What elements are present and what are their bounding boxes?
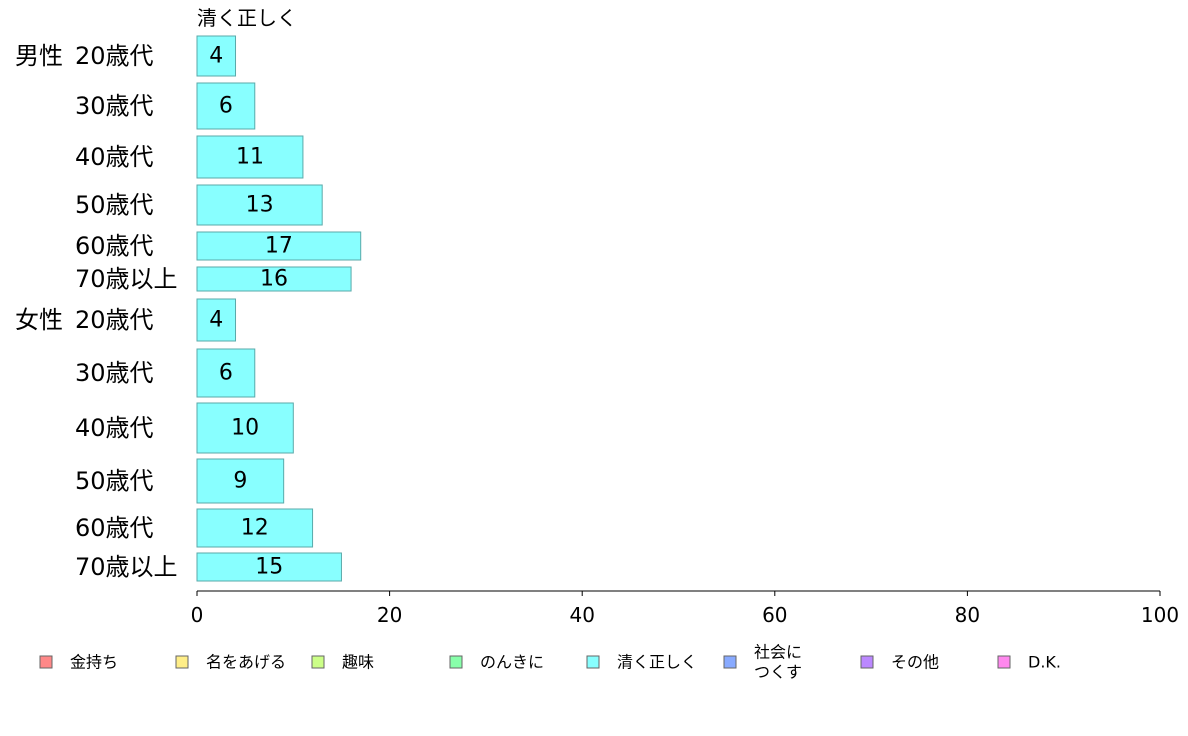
bar-0-5 (196, 266, 352, 292)
category-label: 60歳代 (75, 232, 154, 260)
category-label: 20歳代 (75, 42, 154, 70)
bar-value-label: 6 (219, 361, 233, 386)
category-label: 30歳代 (75, 359, 154, 387)
x-tick-label: 20 (377, 603, 402, 627)
bar-0-0 (196, 35, 237, 77)
bar-value-label: 4 (209, 308, 223, 333)
bar-0-2 (196, 135, 304, 179)
category-label: 40歳代 (75, 414, 154, 442)
bar-value-label: 11 (236, 145, 264, 170)
bar-value-label: 6 (219, 94, 233, 119)
group-label: 男性 (15, 42, 63, 70)
bar-0-1 (196, 82, 256, 130)
category-label: 60歳代 (75, 514, 154, 542)
category-label: 30歳代 (75, 92, 154, 120)
legend-swatch (723, 655, 737, 669)
legend-label: 社会に (754, 643, 802, 662)
category-label: 20歳代 (75, 306, 154, 334)
x-tick-label: 60 (762, 603, 787, 627)
bars-layer: 4 6 11 13 17 16 4 6 10 9 12 15 (196, 35, 362, 582)
category-label: 40歳代 (75, 143, 154, 171)
legend-swatch (449, 655, 463, 669)
bar-1-2 (196, 402, 294, 454)
x-tick-label: 80 (955, 603, 980, 627)
category-label: 50歳代 (75, 191, 154, 219)
bar-value-label: 16 (260, 267, 288, 292)
bar-1-0 (196, 298, 237, 342)
legend-label: つくす (754, 663, 802, 682)
category-label: 50歳代 (75, 467, 154, 495)
series-title: 清く正しく (197, 6, 297, 30)
legend-swatch (311, 655, 325, 669)
group-label: 女性 (15, 306, 63, 334)
bar-1-4 (196, 508, 314, 548)
bar-0-3 (196, 184, 323, 226)
x-tick-label: 100 (1141, 603, 1179, 627)
legend-swatch (586, 655, 600, 669)
legend-label: のんきに (480, 653, 544, 672)
bar-1-1 (196, 348, 256, 398)
legend-label: 金持ち (70, 653, 118, 672)
legend-label: その他 (891, 653, 939, 672)
bar-value-label: 10 (231, 416, 259, 441)
bar-value-label: 9 (233, 469, 247, 494)
bar-value-label: 12 (241, 516, 269, 541)
x-tick-label: 40 (569, 603, 594, 627)
bar-value-label: 15 (255, 555, 283, 580)
category-labels: 20歳代男性30歳代40歳代50歳代60歳代70歳以上20歳代女性30歳代40歳… (15, 42, 178, 581)
legend-label: 清く正しく (617, 653, 697, 672)
x-tick-label: 0 (191, 603, 204, 627)
bar-value-label: 17 (265, 234, 293, 259)
bar-1-5 (196, 552, 342, 582)
bar-1-3 (196, 458, 285, 504)
category-label: 70歳以上 (75, 265, 178, 293)
legend-label: D.K. (1028, 653, 1061, 672)
category-label: 70歳以上 (75, 553, 178, 581)
x-axis: 0 20 40 60 80 100 (191, 590, 1179, 627)
legend-swatch (860, 655, 874, 669)
legend-swatch (175, 655, 189, 669)
bar-value-label: 13 (246, 193, 274, 218)
bar-value-label: 4 (209, 44, 223, 69)
legend-swatch (39, 655, 53, 669)
legend-label: 名をあげる (206, 653, 286, 672)
bar-0-4 (196, 231, 362, 261)
legend-swatch (997, 655, 1011, 669)
legend-label: 趣味 (342, 653, 374, 672)
